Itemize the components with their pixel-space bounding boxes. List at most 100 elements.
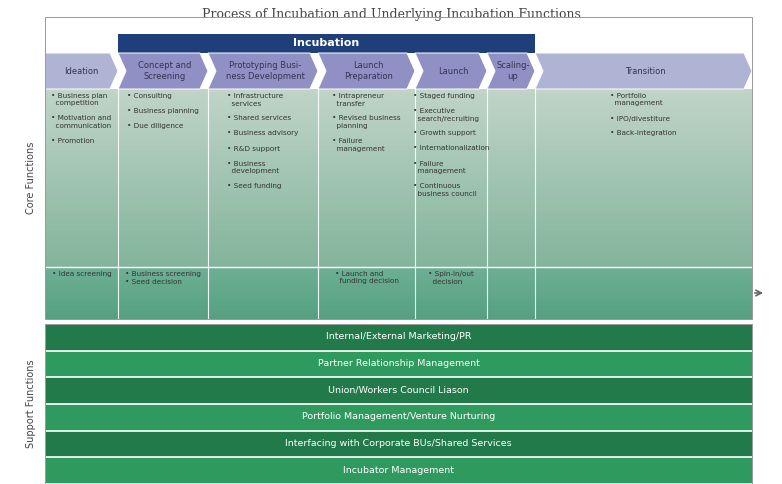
- Text: • Consulting

• Business planning

• Due diligence: • Consulting • Business planning • Due d…: [127, 93, 199, 129]
- Polygon shape: [487, 53, 535, 89]
- Text: Incubator Management: Incubator Management: [343, 466, 454, 475]
- Bar: [45, 267, 752, 270]
- Text: • Portfolio
  management

• IPO/divestiture

• Back-integration: • Portfolio management • IPO/divestiture…: [610, 93, 676, 136]
- Text: Internal/External Marketing/PR: Internal/External Marketing/PR: [326, 333, 472, 341]
- Polygon shape: [318, 53, 415, 89]
- Bar: [45, 213, 752, 218]
- Bar: [45, 305, 752, 309]
- Text: Launch: Launch: [438, 66, 468, 76]
- Bar: [45, 106, 752, 111]
- Bar: [45, 277, 752, 280]
- Bar: [45, 257, 752, 262]
- Bar: [45, 186, 752, 191]
- Polygon shape: [415, 53, 487, 89]
- Bar: [45, 137, 752, 142]
- Bar: [45, 168, 752, 174]
- Text: • Business screening
• Seed decision: • Business screening • Seed decision: [125, 271, 201, 285]
- Text: Launch
Preparation: Launch Preparation: [344, 61, 393, 81]
- Bar: [45, 209, 752, 213]
- Bar: [45, 115, 752, 120]
- Bar: [45, 111, 752, 116]
- Text: Portfolio Management/Venture Nurturing: Portfolio Management/Venture Nurturing: [302, 412, 495, 422]
- Bar: [45, 222, 752, 227]
- Bar: [45, 89, 752, 93]
- Bar: [45, 178, 752, 182]
- Text: • Intrapreneur
  transfer

• Revised business
  planning

• Failure
  management: • Intrapreneur transfer • Revised busine…: [332, 93, 401, 151]
- Bar: [45, 298, 752, 301]
- Bar: [45, 351, 752, 377]
- Bar: [45, 269, 752, 272]
- Bar: [45, 262, 752, 267]
- Bar: [45, 235, 752, 240]
- Bar: [45, 204, 752, 209]
- Polygon shape: [118, 53, 208, 89]
- Bar: [45, 173, 752, 178]
- Text: • Business plan
  competition

• Motivation and
  communication

• Promotion: • Business plan competition • Motivation…: [52, 93, 112, 144]
- Text: Transition: Transition: [625, 66, 665, 76]
- Bar: [45, 287, 752, 290]
- Text: • Idea screening: • Idea screening: [52, 271, 111, 277]
- Text: Interfacing with Corporate BUs/Shared Services: Interfacing with Corporate BUs/Shared Se…: [285, 439, 511, 448]
- Bar: [45, 300, 752, 303]
- Bar: [45, 240, 752, 245]
- Bar: [45, 285, 752, 288]
- Bar: [45, 274, 752, 277]
- Bar: [45, 164, 752, 169]
- Bar: [45, 191, 752, 196]
- Bar: [45, 93, 752, 98]
- Bar: [45, 146, 752, 151]
- Bar: [45, 311, 752, 314]
- Text: Concept and
Screening: Concept and Screening: [138, 61, 192, 81]
- Bar: [45, 272, 752, 275]
- Bar: [45, 155, 752, 160]
- Polygon shape: [45, 53, 118, 89]
- Text: Prototyping Busi-
ness Development: Prototyping Busi- ness Development: [225, 61, 304, 81]
- Bar: [45, 303, 752, 306]
- Text: • Infrastructure
  services

• Shared services

• Business advisory

• R&D suppo: • Infrastructure services • Shared servi…: [228, 93, 299, 189]
- Bar: [45, 282, 752, 285]
- Text: Partner Relationship Management: Partner Relationship Management: [317, 359, 479, 368]
- Bar: [45, 253, 752, 258]
- Text: Union/Workers Council Liason: Union/Workers Council Liason: [328, 386, 469, 394]
- Bar: [45, 196, 752, 200]
- Bar: [118, 34, 535, 53]
- Bar: [45, 313, 752, 317]
- Bar: [45, 97, 752, 102]
- Bar: [45, 102, 752, 107]
- Bar: [45, 124, 752, 129]
- Bar: [45, 295, 752, 298]
- Bar: [45, 292, 752, 296]
- Bar: [45, 133, 752, 138]
- Bar: [45, 308, 752, 311]
- Bar: [45, 227, 752, 231]
- Bar: [45, 249, 752, 254]
- Text: • Spin-in/out
  decision: • Spin-in/out decision: [428, 271, 474, 285]
- Text: Scaling-
up: Scaling- up: [497, 61, 529, 81]
- Text: Incubation: Incubation: [293, 39, 360, 48]
- Bar: [45, 231, 752, 236]
- Text: Ideation: Ideation: [64, 66, 99, 76]
- Bar: [45, 120, 752, 124]
- Bar: [45, 404, 752, 430]
- Bar: [45, 279, 752, 283]
- Bar: [45, 217, 752, 223]
- Text: • Launch and
  funding decision: • Launch and funding decision: [335, 271, 399, 285]
- Bar: [45, 129, 752, 134]
- Polygon shape: [208, 53, 318, 89]
- Bar: [45, 182, 752, 187]
- Text: Support Functions: Support Functions: [26, 360, 36, 448]
- Bar: [45, 457, 752, 483]
- Polygon shape: [535, 53, 752, 89]
- Bar: [45, 151, 752, 156]
- Text: • Staged funding

• Executive
  search/recruiting

• Growth support

• Internati: • Staged funding • Executive search/recr…: [413, 93, 490, 197]
- Text: Core Functions: Core Functions: [26, 142, 36, 214]
- Bar: [45, 324, 752, 349]
- Bar: [45, 316, 752, 319]
- Bar: [45, 142, 752, 147]
- Bar: [45, 160, 752, 165]
- Text: Process of Incubation and Underlying Incubation Functions: Process of Incubation and Underlying Inc…: [202, 8, 580, 21]
- Bar: [45, 378, 752, 403]
- Bar: [45, 290, 752, 293]
- Bar: [45, 200, 752, 205]
- Bar: [45, 244, 752, 249]
